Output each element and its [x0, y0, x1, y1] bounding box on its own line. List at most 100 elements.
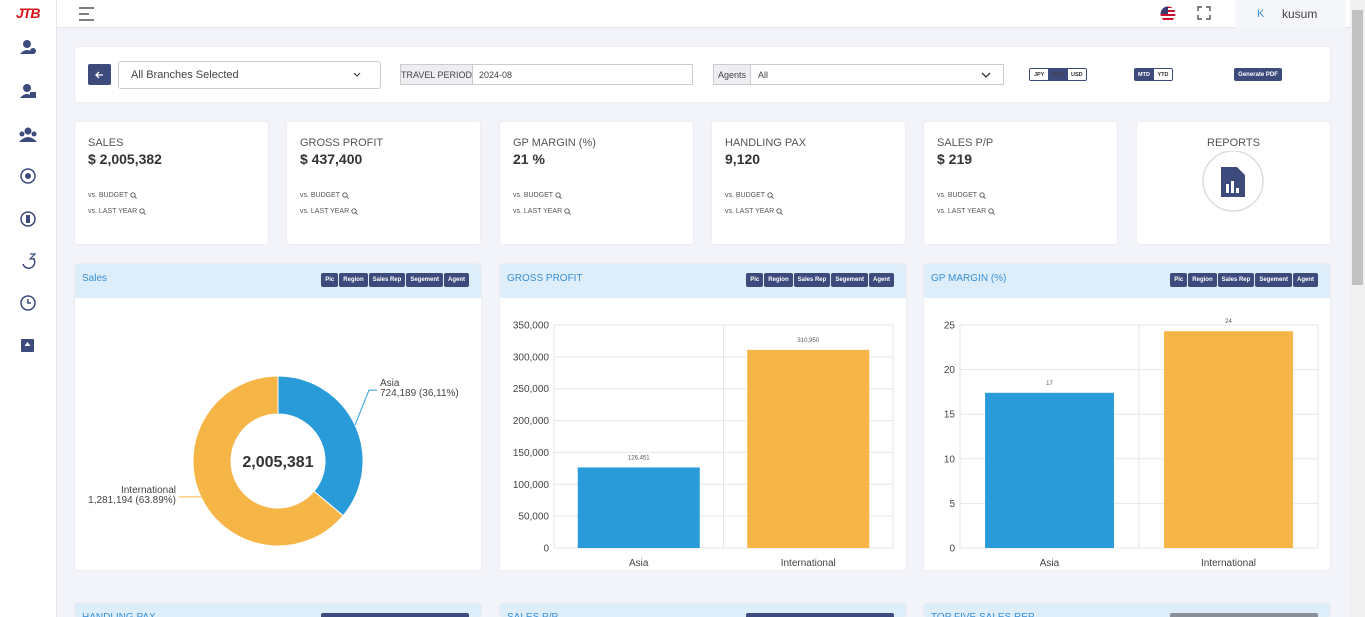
back-button[interactable]: [88, 64, 111, 85]
panel-title: GROSS PROFIT: [507, 273, 583, 284]
nav-icon[interactable]: [19, 127, 37, 143]
nav-icon[interactable]: [20, 40, 36, 54]
panel-title: Sales: [82, 273, 108, 284]
search-icon-lens: [767, 192, 773, 198]
panel-button[interactable]: Sales Rep: [793, 273, 831, 287]
search-icon[interactable]: [351, 208, 359, 215]
panel-buttons: Pic Region Sales Rep Segement Agent: [746, 273, 894, 287]
kpi-card: GROSS PROFIT $ 437,400 vs. BUDGET vs. LAST …: [287, 122, 480, 244]
logo[interactable]: JTB: [16, 5, 40, 21]
kpi-label: GP MARGIN (%): [513, 137, 596, 149]
panel-button[interactable]: Pic: [746, 273, 764, 287]
kpi-card: GP MARGIN (%) 21 % vs. BUDGET vs. LAST YEAR: [500, 122, 693, 244]
panel-button[interactable]: Agent: [1293, 273, 1318, 287]
panel-header: GP MARGIN (%) Pic Region Sales Rep Segement A…: [924, 264, 1330, 298]
pie-slice: [192, 375, 344, 547]
toggle-option[interactable]: YTD: [1153, 69, 1172, 80]
kpi-compare: vs. BUDGET: [513, 192, 562, 199]
user-name: kusum: [1282, 7, 1318, 21]
panel-button[interactable]: Segement: [1255, 273, 1292, 287]
panel-button[interactable]: Pic: [1170, 273, 1188, 287]
search-icon[interactable]: [767, 192, 774, 199]
chart: 0 5 10 15 20 25 17 Asia 24 International: [944, 319, 1319, 569]
travel-period-input[interactable]: 2024-08: [473, 64, 693, 85]
search-icon-lens: [139, 208, 145, 214]
search-icon[interactable]: [342, 192, 349, 199]
x-tick-label: Asia: [629, 558, 649, 569]
reports-card[interactable]: REPORTS: [1137, 122, 1330, 244]
y-tick-label: 100,000: [513, 480, 550, 491]
panel-button[interactable]: Agent: [869, 273, 894, 287]
menu-toggle[interactable]: [79, 7, 95, 21]
y-tick-label: 50,000: [518, 512, 549, 523]
panel-button[interactable]: Region: [764, 273, 793, 287]
y-tick-label: 0: [543, 544, 549, 555]
y-tick-label: 300,000: [513, 352, 550, 363]
search-icon[interactable]: [139, 208, 147, 215]
kpi-compare-label: vs. LAST YEAR: [937, 208, 987, 215]
toggle-option[interactable]: SGD: [1048, 69, 1067, 80]
panel-button[interactable]: Sales Rep: [1217, 273, 1255, 287]
nav-icon[interactable]: [20, 211, 36, 227]
toggle-option[interactable]: JPY: [1033, 71, 1045, 78]
search-icon[interactable]: [988, 208, 996, 215]
agents-select[interactable]: All: [751, 64, 1004, 85]
toggle-option[interactable]: USD: [1066, 69, 1086, 80]
y-tick-label: 25: [944, 321, 956, 332]
agents-label: Agents: [713, 64, 751, 85]
kpi-card: SALES P/P $ 219 vs. BUDGET vs. LAST YEAR: [924, 122, 1117, 244]
nav-icon[interactable]: [22, 253, 37, 269]
toggle-option[interactable]: MTD: [1135, 69, 1153, 80]
leader-line: [354, 389, 377, 426]
user-avatar: K: [1257, 8, 1265, 20]
branch-select-text: All Branches Selected: [131, 69, 239, 81]
nav-icon[interactable]: [20, 168, 36, 184]
y-tick-label: 150,000: [513, 448, 550, 459]
generate-pdf-button[interactable]: Generate PDF: [1234, 68, 1282, 81]
panel-button[interactable]: Region: [339, 273, 368, 287]
search-icon-handle: [780, 212, 784, 215]
pie-value-label: 1,281,194 (63.89%): [88, 495, 176, 506]
search-icon[interactable]: [979, 192, 986, 199]
y-tick-label: 20: [944, 365, 956, 376]
panel-button[interactable]: Agent: [444, 273, 469, 287]
kpi-compare: vs. BUDGET: [300, 192, 349, 199]
scrollbar[interactable]: [1350, 0, 1365, 617]
panel-button[interactable]: Segement: [831, 273, 868, 287]
fullscreen[interactable]: [1197, 6, 1211, 20]
kpi-compare-label: vs. LAST YEAR: [513, 208, 563, 215]
panel-buttons: Pic Region Sales Rep Segement Agent: [321, 273, 469, 287]
search-icon-handle: [346, 196, 349, 199]
search-icon[interactable]: [564, 208, 572, 215]
kpi-card: HANDLING PAX 9,120 vs. BUDGET vs. LAST YEAR: [712, 122, 905, 244]
kpi-compare: vs. LAST YEAR: [300, 208, 359, 215]
search-icon[interactable]: [130, 192, 137, 199]
scroll-thumb[interactable]: [1352, 10, 1363, 285]
language-flag[interactable]: [1160, 6, 1176, 22]
search-icon-handle: [559, 196, 562, 199]
panel-button[interactable]: Region: [1188, 273, 1217, 287]
nav-icon[interactable]: [20, 84, 36, 98]
panel-button[interactable]: Sales Rep: [368, 273, 406, 287]
search-icon[interactable]: [776, 208, 784, 215]
search-icon-lens: [342, 192, 348, 198]
y-tick-label: 0: [949, 544, 955, 555]
panel-button[interactable]: Segement: [406, 273, 443, 287]
nav-icon[interactable]: [21, 339, 34, 352]
kpi-compare-label: vs. LAST YEAR: [88, 208, 138, 215]
panel-button[interactable]: Pic: [321, 273, 339, 287]
period-toggle: MTD YTD: [1134, 68, 1173, 81]
bar-value-label: 17: [1046, 381, 1053, 387]
pie-label: Asia: [380, 378, 400, 389]
bar-value-label: 310,950: [797, 338, 819, 344]
user-menu[interactable]: K kusum: [1235, 0, 1345, 28]
nav-icon[interactable]: [20, 295, 36, 311]
search-icon[interactable]: [555, 192, 562, 199]
pie-value-label: 724,189 (36,11%): [380, 388, 459, 399]
branch-select[interactable]: All Branches Selected: [118, 61, 381, 89]
panel-title: SALES P/P: [507, 612, 558, 617]
kpi-compare-label: vs. BUDGET: [88, 192, 129, 199]
panel-title: GP MARGIN (%): [931, 273, 1007, 284]
panel-buttons: [321, 613, 469, 617]
